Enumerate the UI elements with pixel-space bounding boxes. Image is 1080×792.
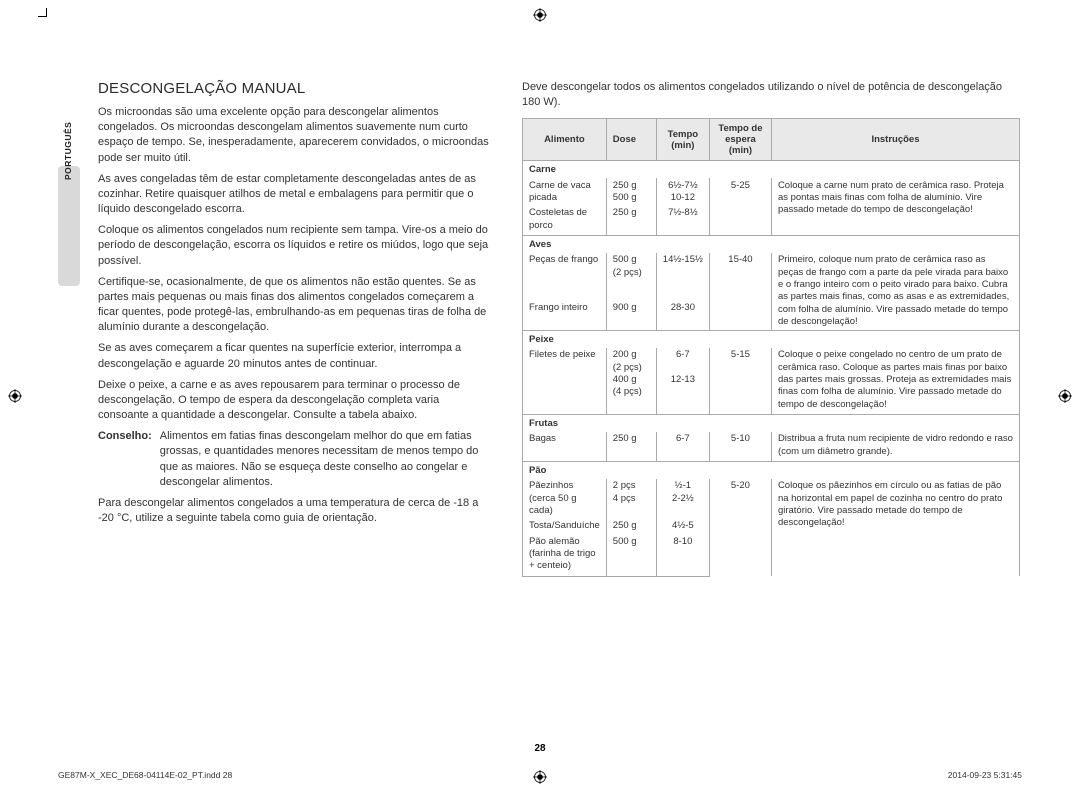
section-title: DESCONGELAÇÃO MANUAL: [98, 80, 490, 97]
left-column: PORTUGUÊS DESCONGELAÇÃO MANUAL Os microo…: [50, 80, 490, 577]
body-paragraph: Se as aves começarem a ficar quentes na …: [98, 341, 490, 371]
table-row: Pãezinhos (cerca 50 g cada)2 pçs4 pçs½-1…: [523, 479, 1020, 519]
footer-timestamp: 2014-09-23 5:31:45: [948, 770, 1022, 780]
category-row: Pão: [523, 462, 1020, 479]
body-paragraph: Os microondas são uma excelente opção pa…: [98, 105, 490, 166]
category-row: Peixe: [523, 330, 1020, 347]
language-tab-label: PORTUGUÊS: [63, 122, 73, 180]
tip-text: Alimentos em fatias finas descongelam me…: [160, 429, 490, 490]
th-alimento: Alimento: [523, 119, 607, 161]
page-content: PORTUGUÊS DESCONGELAÇÃO MANUAL Os microo…: [0, 0, 1080, 597]
body-paragraph: Deixe o peixe, a carne e as aves repousa…: [98, 378, 490, 424]
table-row: Filetes de peixe200 g(2 pçs)400 g(4 pçs)…: [523, 348, 1020, 415]
registration-mark-icon: [1058, 389, 1072, 403]
table-row: Peças de frango500 g(2 pçs)14½-15½15-40P…: [523, 253, 1020, 301]
body-paragraph: Coloque os alimentos congelados num reci…: [98, 223, 490, 269]
table-row: Bagas250 g6-75-10Distribua a fruta num r…: [523, 432, 1020, 462]
tip-label: Conselho:: [98, 429, 152, 490]
category-row: Carne: [523, 161, 1020, 178]
table-body: CarneCarne de vaca picada250 g500 g6½-7½…: [523, 161, 1020, 576]
registration-mark-icon: [8, 389, 22, 403]
registration-mark-icon: [533, 770, 547, 784]
th-instr: Instruções: [771, 119, 1019, 161]
language-tab-bg: [58, 166, 80, 286]
category-row: Aves: [523, 236, 1020, 253]
th-espera: Tempo de espera (min): [709, 119, 771, 161]
crop-mark-icon: [38, 8, 56, 26]
defrost-table: Alimento Dose Tempo (min) Tempo de esper…: [522, 118, 1020, 576]
th-tempo: Tempo (min): [656, 119, 709, 161]
table-row: Carne de vaca picada250 g500 g6½-7½10-12…: [523, 178, 1020, 206]
body-paragraph: Certifique-se, ocasionalmente, de que os…: [98, 275, 490, 336]
page-number: 28: [534, 743, 545, 754]
right-column: Deve descongelar todos os alimentos cong…: [522, 80, 1020, 577]
footer-filename: GE87M-X_XEC_DE68-04114E-02_PT.indd 28: [58, 770, 232, 780]
tip-row: Conselho: Alimentos em fatias finas desc…: [98, 429, 490, 490]
intro-text: Deve descongelar todos os alimentos cong…: [522, 80, 1020, 110]
registration-mark-icon: [533, 8, 547, 22]
category-row: Frutas: [523, 415, 1020, 432]
body-paragraph: Para descongelar alimentos congelados a …: [98, 496, 490, 526]
body-paragraph: As aves congeladas têm de estar completa…: [98, 172, 490, 218]
th-dose: Dose: [606, 119, 656, 161]
